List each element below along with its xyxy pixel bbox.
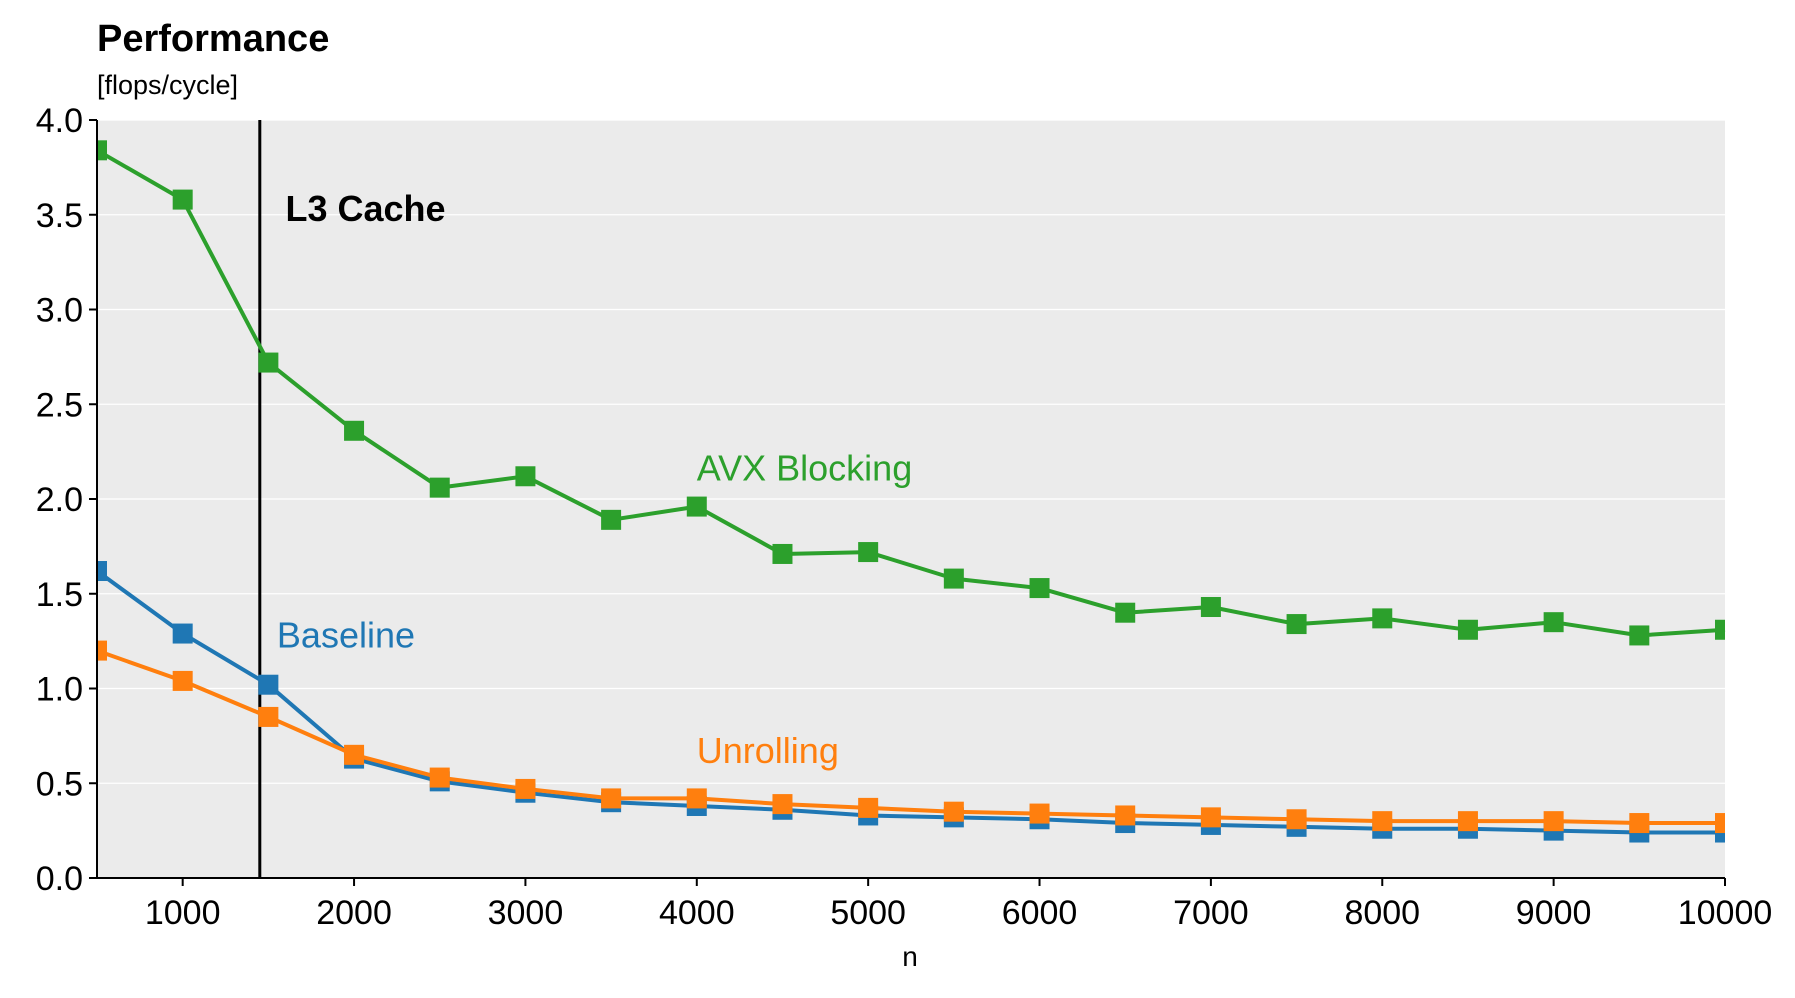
data-point-marker [858, 542, 879, 563]
series-lines [95, 140, 1726, 843]
data-point-marker [1543, 811, 1564, 832]
data-point-marker [429, 477, 450, 498]
data-point-marker [1029, 803, 1050, 824]
data-point-marker [344, 420, 365, 441]
data-point-marker [1115, 602, 1136, 623]
x-tick-labels: 1000 2000 3000 4000 5000 6000 7000 8000 9000 1000… [145, 894, 1772, 932]
data-point-marker [1372, 811, 1393, 832]
data-point-marker [1286, 614, 1307, 635]
data-point-marker [772, 543, 793, 564]
data-point-marker [1200, 807, 1221, 828]
data-point-marker [943, 568, 964, 589]
data-point-marker [258, 706, 279, 727]
data-point-marker [172, 623, 193, 644]
y-tick-label: 3.5 [36, 197, 83, 235]
data-point-marker [1629, 625, 1650, 646]
x-tick-label: 2000 [316, 894, 392, 932]
data-point-marker [772, 794, 793, 815]
x-tick-label: 6000 [1002, 894, 1078, 932]
y-tick-label: 1.0 [36, 671, 83, 709]
x-tick-label: 4000 [659, 894, 735, 932]
series-unrolling [96, 640, 1725, 834]
series-line-unrolling [96, 648, 1725, 825]
cache-annotation: L3 Cache [258, 120, 446, 878]
data-point-marker [1115, 805, 1136, 826]
series-avx-blocking [96, 140, 1726, 646]
series-line-baseline [95, 569, 1725, 835]
data-point-marker [344, 744, 365, 765]
series-labels: Baseline Unrolling AVX Blocking [277, 448, 912, 771]
data-point-marker [172, 189, 193, 210]
data-point-marker [686, 788, 707, 809]
data-point-marker [1457, 811, 1478, 832]
data-point-marker [515, 466, 536, 487]
y-tick-label: 4.0 [36, 102, 83, 140]
data-point-marker [1715, 813, 1725, 834]
x-tick-label: 9000 [1516, 894, 1592, 932]
y-tick-label: 0.5 [36, 765, 83, 803]
data-point-marker [258, 352, 279, 373]
y-tick-label: 1.5 [36, 576, 83, 614]
data-point-marker [1286, 809, 1307, 830]
y-tick-label: 2.5 [36, 386, 83, 424]
y-tick-label: 2.0 [36, 481, 83, 519]
series-line-avx-blocking [96, 148, 1726, 638]
data-point-marker [429, 767, 450, 788]
data-point-marker [1372, 608, 1393, 629]
data-point-marker [1029, 578, 1050, 599]
series-label-unrolling: Unrolling [697, 730, 839, 771]
grid-lines [97, 119, 1725, 784]
data-point-marker [943, 801, 964, 822]
data-point-marker [97, 640, 107, 661]
y-tick-label: 3.0 [36, 292, 83, 330]
data-point-marker [686, 496, 707, 517]
data-point-marker [601, 509, 622, 530]
data-point-marker [1715, 619, 1725, 640]
data-point-marker [601, 788, 622, 809]
chart-title: Performance [97, 18, 329, 60]
x-tick-label: 5000 [830, 894, 906, 932]
x-tick-label: 3000 [488, 894, 564, 932]
y-tick-label: 0.0 [36, 860, 83, 898]
data-point-marker [1543, 612, 1564, 633]
data-point-marker [97, 140, 107, 161]
x-tick-label: 7000 [1173, 894, 1249, 932]
data-point-marker [172, 670, 193, 691]
data-point-marker [1457, 619, 1478, 640]
l3-cache-label: L3 Cache [286, 188, 446, 229]
data-point-marker [515, 778, 536, 799]
y-tick-labels: 0.0 0.5 1.0 1.5 2.0 2.5 3.0 3.5 4.0 [36, 102, 83, 898]
series-label-avx-blocking: AVX Blocking [697, 448, 912, 489]
x-tick-label: 1000 [145, 894, 221, 932]
data-point-marker [1200, 597, 1221, 618]
data-point-marker [1629, 813, 1650, 834]
series-label-baseline: Baseline [277, 614, 415, 655]
data-point-marker [97, 561, 107, 582]
x-axis-label: n [902, 941, 918, 972]
x-tick-label: 10000 [1678, 894, 1773, 932]
chart-subtitle: [flops/cycle] [97, 70, 238, 100]
x-tick-label: 8000 [1344, 894, 1420, 932]
data-point-marker [858, 797, 879, 818]
data-point-marker [258, 674, 279, 695]
axes [89, 119, 1726, 886]
